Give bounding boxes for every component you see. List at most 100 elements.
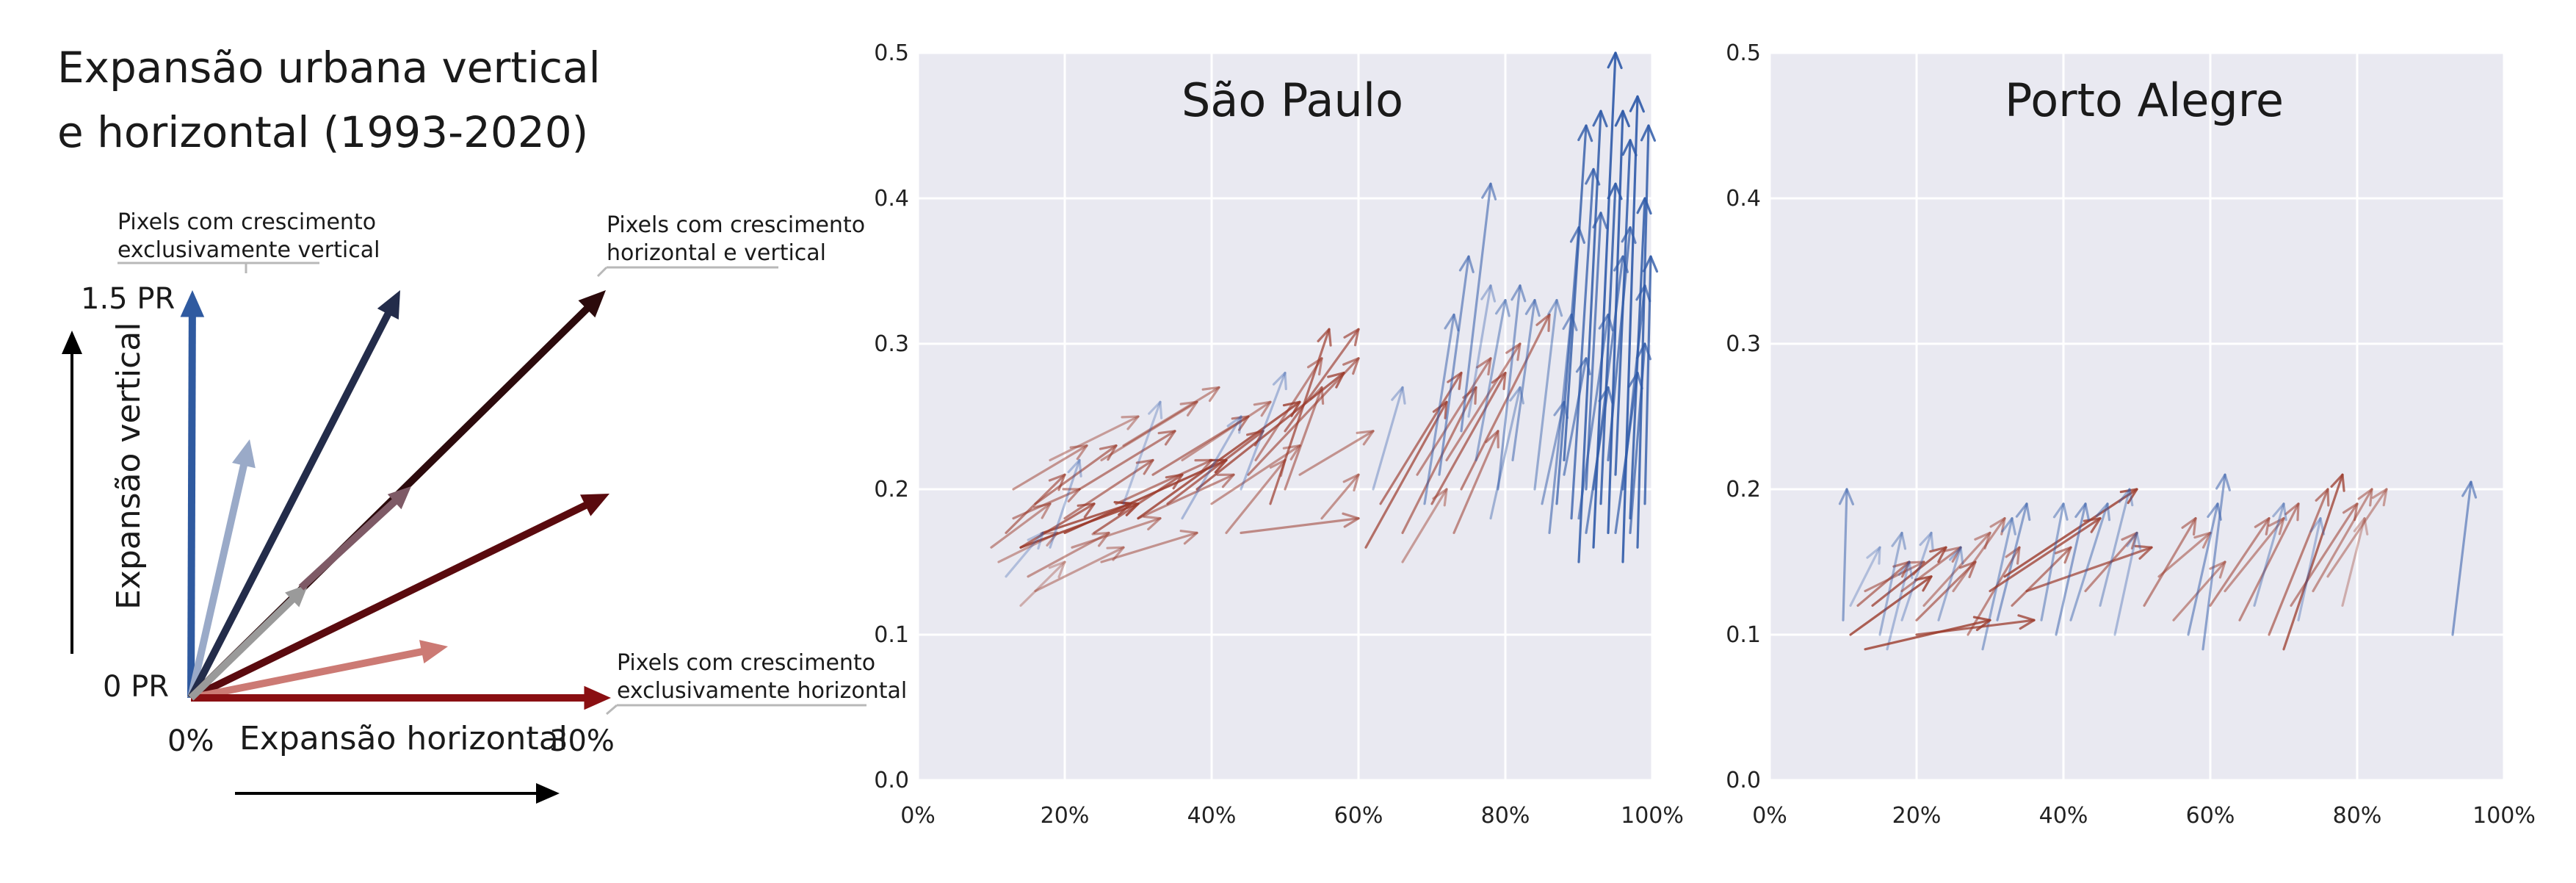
vector-light-blue (187, 439, 256, 699)
quiver-arrow (2238, 502, 2300, 621)
quiver-arrow (2282, 473, 2345, 651)
annotation-vertical-line1: Pixels com crescimento (117, 209, 376, 235)
quiver-arrow (1900, 546, 1962, 593)
vector-navy (187, 290, 400, 700)
quiver-arrow (1247, 357, 1360, 476)
quiver-arrow (1996, 502, 2031, 621)
y-tick-label: 0.1 (1726, 622, 1761, 648)
quiver-arrow (1372, 386, 1406, 491)
y-tick-label: 0.0 (874, 768, 909, 793)
quiver-arrow (1614, 372, 1643, 535)
annotation-horizontal-line1: Pixels com crescimento (617, 650, 875, 676)
quiver-arrow (1423, 313, 1460, 505)
quiver-arrow (1511, 299, 1541, 462)
vector-dark-red (189, 494, 609, 702)
x-tick-label: 20% (1041, 803, 1090, 829)
y-min-label: 0 PR (103, 670, 169, 704)
quiver-arrow (1460, 313, 1551, 491)
ticks-porto-alegre: 0% 20% 40% 60% 80% 100% 0.0 0.1 0.2 0.3 0.4 0.5 (1726, 40, 2536, 829)
quiver-arrow (1071, 515, 1162, 549)
x-max-label: 30% (549, 724, 615, 758)
vector-mauve (298, 486, 411, 591)
vector-exclusively-vertical (180, 290, 205, 699)
quiver-arrow (1445, 342, 1522, 462)
vector-exclusively-horizontal (191, 685, 611, 710)
quiver-arrow (1621, 95, 1645, 563)
quiver-arrow (2201, 473, 2231, 651)
quiver-arrow (1049, 415, 1140, 462)
quiver-arrow (1063, 458, 1228, 535)
chart-sao-paulo: 0% 20% 40% 60% 80% 100% 0.0 0.1 0.2 0.3 0.4 0.5 São… (874, 40, 1684, 829)
quiver-arrow (2003, 488, 2138, 578)
quiver-arrow (1563, 357, 1591, 476)
quiver-arrow (2224, 516, 2285, 593)
quiver-arrow (1181, 400, 1272, 462)
quiver-arrow (2040, 502, 2069, 621)
quiver-arrow (1438, 255, 1475, 476)
quiver-arrow (1886, 561, 1914, 651)
x-tick-label: 40% (1187, 803, 1237, 829)
quiver-arrow (2069, 502, 2111, 621)
y-tick-label: 0.3 (874, 331, 909, 357)
x-tick-label: 100% (1621, 803, 1684, 829)
x-min-label: 0% (167, 724, 214, 758)
quiver-arrow (2011, 546, 2072, 608)
y-tick-label: 0.0 (1726, 768, 1761, 793)
quiver-arrow (1012, 444, 1088, 491)
quiver-arrow (1952, 516, 2006, 593)
y-tick-label: 0.4 (1726, 186, 1761, 212)
quiver-arrow (1981, 516, 2016, 651)
quiver-arrow (2297, 516, 2326, 621)
quiver-arrow (1284, 386, 1325, 491)
quiver-arrow (2326, 488, 2388, 578)
quiver-arrow (1871, 546, 1947, 608)
quiver-arrow (1063, 458, 1154, 520)
ticks-sao-paulo: 0% 20% 40% 60% 80% 100% 0.0 0.1 0.2 0.3 0.4 0.5 (874, 40, 1684, 829)
annotation-vertical-line2: exclusivamente vertical (117, 237, 380, 263)
quiver-arrow (1878, 531, 1907, 636)
quiver-arrow (2084, 531, 2138, 593)
quiver-arrow (1005, 531, 1044, 578)
annotation-horizontal-pointer (606, 704, 618, 716)
quiver-arrow (1533, 299, 1563, 491)
quiver-arrow (1585, 386, 1614, 535)
quiver-arrow (1034, 546, 1125, 593)
quiver-arrow (1122, 386, 1220, 447)
quiver-arrow (1838, 488, 1855, 621)
quiver-arrow (1401, 488, 1448, 563)
quiver-arrow (1607, 226, 1637, 462)
quiver-arrow (2025, 544, 2153, 593)
chart-title-sao-paulo: São Paulo (1182, 73, 1403, 127)
y-tick-label: 0.3 (1726, 331, 1761, 357)
legend-title-line1: Expansão urbana vertical (57, 43, 601, 93)
x-tick-label: 100% (2472, 803, 2536, 829)
quiver-arrow (2143, 516, 2197, 608)
quiver-arrow (1967, 546, 2021, 636)
x-tick-label: 0% (1752, 803, 1787, 829)
quiver-arrow (2099, 488, 2134, 608)
chart-porto-alegre: 0% 20% 40% 60% 80% 100% 0.0 0.1 0.2 0.3 0.4 0.5 Por… (1726, 40, 2536, 829)
quiver-arrow (1541, 400, 1569, 505)
x-tick-label: 80% (1481, 803, 1530, 829)
x-tick-label: 0% (900, 803, 936, 829)
quiver-arrow (1019, 561, 1066, 608)
y-max-label: 1.5 PR (81, 282, 175, 316)
quiver-arrow (1100, 530, 1198, 563)
quiver-arrow (1298, 430, 1375, 476)
quiver-arrow (1078, 430, 1176, 491)
arrows-sao-paulo (990, 51, 1659, 608)
x-axis-label: Expansão horizontal (239, 720, 568, 757)
quiver-arrow (2253, 502, 2287, 608)
quiver-arrow (1915, 614, 2036, 636)
quiver-arrow (2055, 502, 2090, 636)
plot-area-porto-alegre (1770, 53, 2504, 780)
vertical-axis-arrow (62, 331, 82, 654)
quiver-arrow (2451, 480, 2478, 636)
quiver-arrow (1900, 531, 1934, 621)
legend-panel: Expansão urbana vertical e horizontal (1… (57, 43, 907, 804)
quiver-arrow (1460, 182, 1497, 433)
quiver-arrow (1849, 575, 1933, 636)
quiver-arrow (1577, 313, 1614, 520)
y-axis-label: Expansão vertical (110, 322, 148, 610)
quiver-arrow (1225, 458, 1287, 535)
